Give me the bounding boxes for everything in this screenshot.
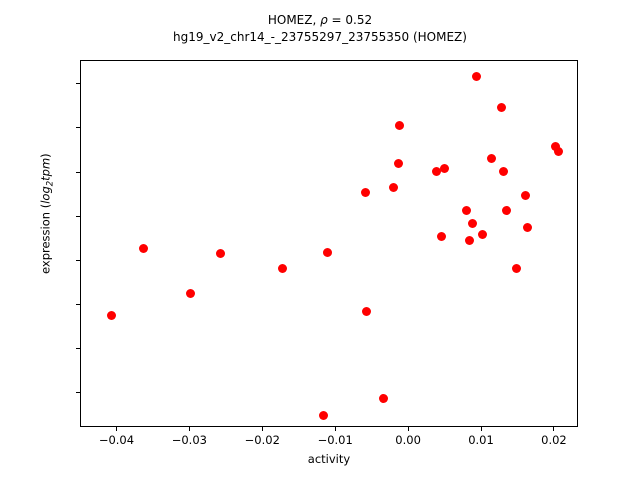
chart-title-block: HOMEZ, ρ = 0.52 hg19_v2_chr14_-_23755297… <box>0 12 640 46</box>
scatter-point <box>440 164 450 174</box>
scatter-point <box>554 147 564 157</box>
scatter-point <box>465 235 475 245</box>
x-tick-label: −0.04 <box>98 433 135 447</box>
scatter-point <box>551 142 561 152</box>
scatter-point <box>379 394 389 404</box>
scatter-point <box>502 205 512 215</box>
scatter-point <box>215 248 225 258</box>
scatter-point <box>523 223 533 233</box>
y-axis-label: expression (log2tpm) <box>38 153 56 274</box>
y-tick-mark <box>76 83 80 85</box>
x-tick-label: −0.01 <box>317 433 353 447</box>
plot-axes <box>80 60 578 427</box>
scatter-point <box>322 247 332 257</box>
scatter-point <box>471 72 481 82</box>
x-tick-mark <box>188 427 190 431</box>
scatter-point <box>185 289 195 299</box>
x-tick-label: −0.03 <box>171 433 207 447</box>
x-tick-mark <box>553 427 555 431</box>
y-tick-mark <box>76 259 80 261</box>
chart-subtitle: hg19_v2_chr14_-_23755297_23755350 (HOMEZ… <box>173 30 467 44</box>
y-tick-mark <box>76 392 80 394</box>
y-tick-mark <box>76 347 80 349</box>
x-tick-mark <box>261 427 263 431</box>
scatter-point <box>478 230 488 240</box>
scatter-point <box>487 154 496 164</box>
y-tick-mark <box>76 215 80 217</box>
scatter-point <box>497 103 507 113</box>
scatter-point <box>361 307 371 317</box>
y-axis-label-math: log2tpm <box>38 157 56 204</box>
scatter-point <box>139 244 149 254</box>
x-tick-mark <box>480 427 482 431</box>
chart-title: HOMEZ, ρ = 0.52 <box>267 13 373 27</box>
scatter-point <box>395 120 405 130</box>
x-tick-mark <box>115 427 117 431</box>
scatter-point <box>394 158 404 168</box>
rho-symbol: ρ <box>320 13 328 27</box>
scatter-point <box>521 191 531 201</box>
x-tick-label: 0.02 <box>541 433 567 447</box>
scatter-point <box>389 182 399 192</box>
scatter-point <box>431 166 441 176</box>
data-points-layer <box>81 61 577 426</box>
scatter-point <box>107 311 117 321</box>
x-tick-label: 0.00 <box>395 433 421 447</box>
scatter-point <box>437 232 447 242</box>
scatter-point <box>319 411 329 421</box>
scatter-point <box>360 187 370 197</box>
scatter-point <box>462 205 472 215</box>
x-tick-mark <box>407 427 409 431</box>
scatter-point <box>278 263 288 273</box>
y-tick-mark <box>76 127 80 129</box>
x-tick-mark <box>334 427 336 431</box>
x-tick-label: −0.02 <box>244 433 280 447</box>
scatter-point <box>511 263 521 273</box>
y-tick-mark <box>76 171 80 173</box>
y-tick-mark <box>76 303 80 305</box>
scatter-point <box>499 166 509 176</box>
x-tick-label: 0.01 <box>468 433 494 447</box>
scatter-point <box>468 218 478 228</box>
x-axis-label: activity <box>307 452 351 466</box>
